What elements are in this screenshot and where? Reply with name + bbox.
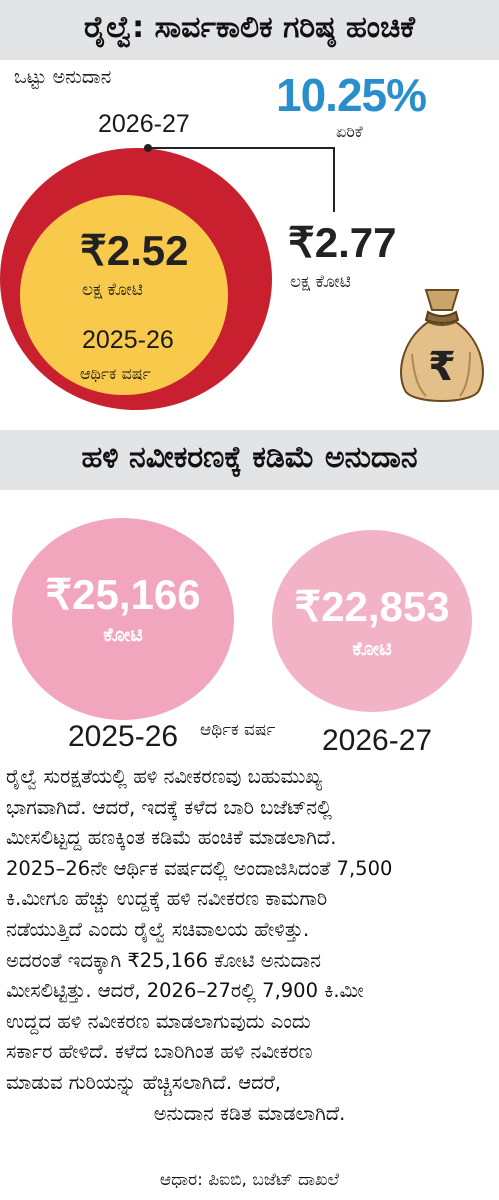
connector-line	[144, 144, 335, 212]
current-unit: ಲಕ್ಷ ಕೋಟಿ	[290, 272, 351, 292]
section1-title-banner	[0, 0, 499, 60]
track-year-label: ಆರ್ಥಿಕ ವರ್ಷ	[200, 720, 276, 740]
current-amount: ₹2.77	[288, 219, 397, 266]
paragraph-line: ಮಾಡುವ ಗುರಿಯನ್ನು ಹೆಚ್ಚಿಸಲಾಗಿದೆ. ಆದರೆ,	[6, 1070, 281, 1094]
section1-title: ರೈಲ್ವೆ: ಸಾರ್ವಕಾಲಿಕ ಗರಿಷ್ಠ ಹಂಚಿಕೆ	[84, 10, 415, 45]
total-grant-label: ಒಟ್ಟು ಅನುದಾನ	[14, 66, 112, 88]
paragraph-line: 2025–26ನೇ ಆರ್ಥಿಕ ವರ್ಷದಲ್ಲಿ ಅಂದಾಜಿಸಿದಂತೆ …	[6, 856, 393, 880]
paragraph-line: ಅದರಂತೆ ಇದಕ್ಕಾಗಿ ₹25,166 ಕೋಟಿ ಅನುದಾನ	[6, 948, 321, 972]
current-track-amount: ₹22,853	[294, 583, 450, 630]
current-track-grant-bubble	[272, 530, 472, 712]
previous-track-unit: ಕೋಟಿ	[103, 624, 143, 646]
previous-track-amount: ₹25,166	[45, 571, 201, 618]
increase-value: 10.25%	[276, 69, 427, 121]
increase-label: ಏರಿಕೆ	[336, 122, 363, 141]
previous-grant-inner-circle	[20, 195, 228, 395]
paragraph-line: ಮೀಸಲಿಟ್ಟದ್ದ ಹಣಕ್ಕಿಂತ ಕಡಿಮೆ ಹಂಚಿಕೆ ಮಾಡಲಾಗ…	[6, 826, 337, 850]
previous-amount: ₹2.52	[80, 227, 189, 274]
source-note: ಆಧಾರ: ಪಿಐಬಿ, ಬಜೆಟ್ ದಾಖಲೆ	[159, 1170, 340, 1190]
paragraph-line: ರೈಲ್ವೆ ಸುರಕ್ಷತೆಯಲ್ಲಿ ಹಳಿ ನವೀಕರಣವು ಬಹುಮುಖ…	[6, 765, 323, 788]
money-bag-icon: ₹	[400, 289, 484, 402]
current-track-unit: ಕೋಟಿ	[352, 638, 392, 660]
previous-unit: ಲಕ್ಷ ಕೋಟಿ	[82, 280, 143, 300]
paragraph-line: ಅನುದಾನ ಕಡಿತ ಮಾಡಲಾಗಿದೆ.	[153, 1101, 346, 1125]
paragraph-line: ಮೀಸಲಿಟ್ಟಿತ್ತು. ಆದರೆ, 2026–27ರಲ್ಲಿ 7,900 …	[6, 979, 364, 1003]
section2-title-banner	[0, 430, 499, 490]
paragraph-line: ಉದ್ದದ ಹಳಿ ನವೀಕರಣ ಮಾಡಲಾಗುವುದು ಎಂದು	[6, 1009, 311, 1033]
paragraph-line: ಭಾಗವಾಗಿದೆ. ಆದರೆ, ಇದಕ್ಕೆ ಕಳೆದ ಬಾರಿ ಬಜೆಟ್‌…	[6, 795, 332, 819]
previous-year: 2025-26	[82, 326, 174, 354]
previous-year-label: ಆರ್ಥಿಕ ವರ್ಷ	[80, 364, 151, 383]
current-track-year: 2026-27	[322, 724, 433, 757]
current-year-label: 2026-27	[98, 110, 190, 138]
paragraph-line: ಕಿ.ಮೀಗೂ ಹೆಚ್ಚು ಉದ್ದಕ್ಕೆ ಹಳಿ ನವೀಕರಣ ಕಾಮಗಾ…	[6, 887, 328, 911]
paragraph-line: ಸರ್ಕಾರ ಹೇಳಿದೆ. ಕಳೆದ ಬಾರಿಗಿಂತ ಹಳಿ ನವೀಕರಣ	[6, 1040, 313, 1064]
body-paragraph: ರೈಲ್ವೆ ಸುರಕ್ಷತೆಯಲ್ಲಿ ಹಳಿ ನವೀಕರಣವು ಬಹುಮುಖ…	[6, 762, 493, 1129]
paragraph-line: ನಡೆಯುತ್ತಿದೆ ಎಂದು ರೈಲ್ವೆ ಸಚಿವಾಲಯ ಹೇಳಿತ್ತು…	[6, 917, 310, 941]
previous-track-grant-bubble	[12, 518, 234, 720]
section2-title: ಹಳಿ ನವೀಕರಣಕ್ಕೆ ಕಡಿಮೆ ಅನುದಾನ	[81, 440, 418, 475]
previous-track-year: 2025-26	[68, 720, 179, 753]
money-bag-symbol: ₹	[428, 344, 456, 390]
